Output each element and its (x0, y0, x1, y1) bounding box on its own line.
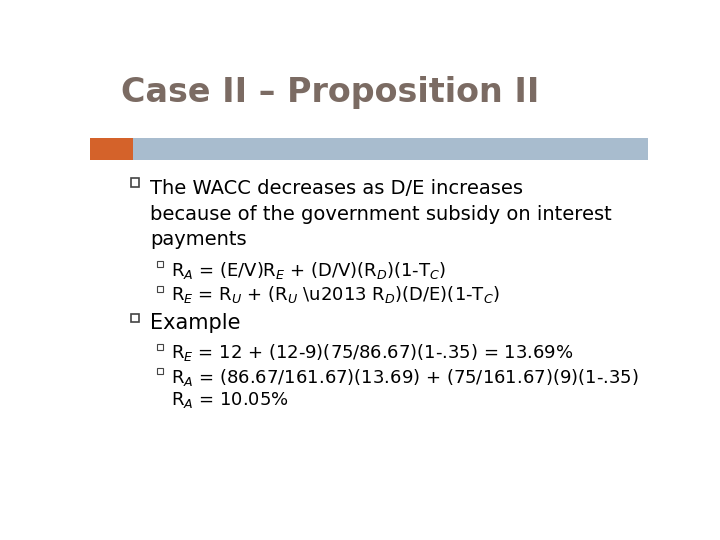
Text: The WACC decreases as D/E increases
because of the government subsidy on interes: The WACC decreases as D/E increases beca… (150, 179, 612, 249)
Bar (90, 138, 132, 159)
Text: R$_A$ = (E/V)R$_E$ + (D/V)(R$_D$)(1-T$_C$): R$_A$ = (E/V)R$_E$ + (D/V)(R$_D$)(1-T$_C… (171, 260, 446, 281)
Text: Case II – Proposition II: Case II – Proposition II (121, 76, 539, 109)
Text: R$_A$ = 10.05%: R$_A$ = 10.05% (171, 390, 289, 410)
Bar (157, 343, 163, 350)
Bar (90, 138, 648, 159)
Bar (131, 178, 139, 187)
Text: R$_A$ = (86.67/161.67)(13.69) + (75/161.67)(9)(1-.35): R$_A$ = (86.67/161.67)(13.69) + (75/161.… (171, 367, 638, 388)
Text: R$_E$ = R$_U$ + (R$_U$ \u2013 R$_D$)(D/E)(1-T$_C$): R$_E$ = R$_U$ + (R$_U$ \u2013 R$_D$)(D/E… (171, 284, 500, 305)
Text: R$_E$ = 12 + (12-9)(75/86.67)(1-.35) = 13.69%: R$_E$ = 12 + (12-9)(75/86.67)(1-.35) = 1… (171, 342, 573, 363)
Text: Example: Example (150, 313, 241, 333)
Bar (157, 261, 163, 267)
Bar (157, 286, 163, 292)
Bar (131, 314, 139, 322)
Bar (157, 368, 163, 374)
